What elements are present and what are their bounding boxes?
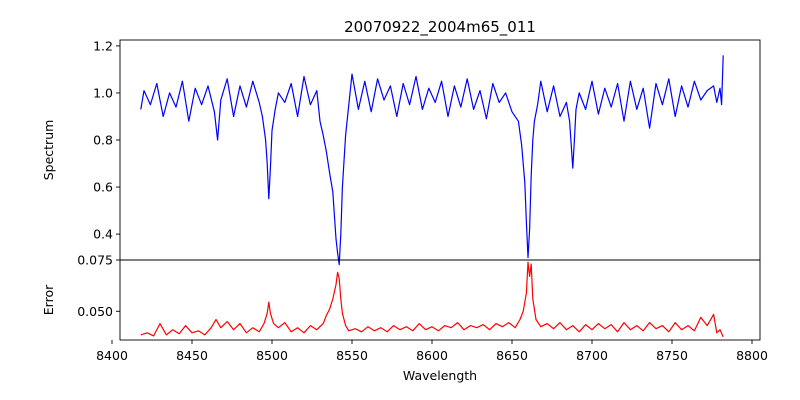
error-series-line [140, 261, 724, 338]
x-tick-label: 8650 [496, 348, 528, 363]
x-tick-label: 8550 [336, 348, 368, 363]
spectrum-panel: 0.4 0.6 0.8 1.0 1.2 Spectrum [41, 38, 761, 266]
x-tick-label: 8700 [576, 348, 608, 363]
spectrum-plot-frame [119, 39, 761, 261]
error-y-axis-label: Error [41, 284, 56, 315]
x-tick-label: 8750 [656, 348, 688, 363]
spectrum-y-tick-label: 0.4 [93, 227, 113, 242]
spectrum-series-line [140, 55, 724, 266]
x-tick-label: 8800 [736, 348, 768, 363]
spectrum-y-tick-label: 0.8 [93, 133, 113, 148]
error-y-ticks: 0.050 0.075 [77, 253, 120, 319]
error-plot-frame [119, 259, 761, 341]
spectrum-y-tick-label: 1.0 [93, 85, 113, 100]
spectrum-y-ticks: 0.4 0.6 0.8 1.0 1.2 [93, 38, 120, 242]
x-axis-label: Wavelength [403, 368, 477, 383]
x-tick-label: 8450 [176, 348, 208, 363]
x-axis-ticks: 8400 8450 8500 8550 8600 8650 8700 8750 8800 [96, 340, 768, 363]
error-panel: 0.050 0.075 Error [41, 253, 761, 341]
x-tick-label: 8500 [256, 348, 288, 363]
spectrum-y-axis-label: Spectrum [41, 120, 56, 181]
error-y-tick-label: 0.075 [77, 253, 113, 268]
chart-title: 20070922_2004m65_011 [344, 18, 536, 37]
x-tick-label: 8600 [416, 348, 448, 363]
x-tick-label: 8400 [96, 348, 128, 363]
error-y-tick-label: 0.050 [77, 304, 113, 319]
spectrum-y-tick-label: 0.6 [93, 180, 113, 195]
spectrum-y-tick-label: 1.2 [93, 38, 113, 53]
